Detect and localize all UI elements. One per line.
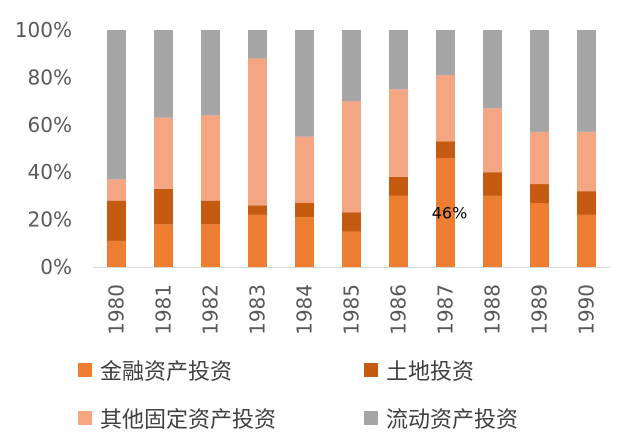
y-tick-label: 40% — [28, 160, 72, 184]
bar-segment-1983-series-0 — [248, 214, 267, 267]
bar-segment-1984-series-2 — [295, 136, 314, 204]
legend-item-financial-assets: 金融资产投资 — [78, 354, 232, 386]
bar-segment-1986-series-2 — [389, 89, 408, 177]
y-tick-label: 80% — [28, 65, 72, 89]
bar-segment-1980-series-2 — [107, 179, 126, 201]
bar-segment-1981-series-3 — [154, 30, 173, 118]
y-tick-label: 20% — [28, 208, 72, 232]
bar-segment-1987-series-1 — [436, 141, 455, 158]
bar-segment-1980-series-3 — [107, 30, 126, 180]
legend: 金融资产投资 土地投资 其他固定资产投资 流动资产投资 — [0, 340, 640, 437]
bar-segment-1984-series-0 — [295, 217, 314, 267]
bar-segment-1987-series-2 — [436, 75, 455, 142]
legend-swatch-other-fixed-assets — [78, 411, 92, 425]
bar-segment-1989-series-3 — [530, 30, 549, 132]
legend-item-other-fixed-assets: 其他固定资产投资 — [78, 402, 276, 434]
bar-segment-1990-series-1 — [577, 191, 596, 215]
bar-segment-1988-series-0 — [483, 195, 502, 267]
bar-segment-1985-series-1 — [342, 212, 361, 232]
bar-segment-1986-series-3 — [389, 30, 408, 90]
x-tick-label: 1984 — [293, 284, 317, 335]
bar-segment-1987-series-0 — [436, 157, 455, 267]
bar-segment-1988-series-2 — [483, 108, 502, 173]
bar-segment-1981-series-1 — [154, 188, 173, 225]
x-tick-label: 1982 — [199, 284, 223, 335]
x-tick-label: 1986 — [387, 284, 411, 335]
bar-segment-1980-series-0 — [107, 240, 126, 267]
bar-segment-1989-series-1 — [530, 184, 549, 204]
bar-segment-1988-series-1 — [483, 172, 502, 196]
bar-segment-1982-series-0 — [201, 224, 220, 267]
bar-segment-1981-series-0 — [154, 224, 173, 267]
legend-label-current-assets: 流动资产投资 — [386, 408, 519, 433]
x-tick-label: 1987 — [434, 284, 458, 335]
bar-segment-1984-series-3 — [295, 30, 314, 137]
bar-segment-1987-series-3 — [436, 30, 455, 76]
bar-segment-1986-series-0 — [389, 195, 408, 267]
bar-segment-1983-series-1 — [248, 205, 267, 215]
chart-plot-area: 0% 20% 40% 60% 80% 100% 1980 1981 1982 1983 1984 19… — [15, 18, 610, 335]
bar-segment-1985-series-0 — [342, 231, 361, 267]
bar-segment-1986-series-1 — [389, 176, 408, 196]
data-label: 46% — [432, 203, 468, 222]
bar-segment-1980-series-1 — [107, 200, 126, 241]
bar-segment-1985-series-3 — [342, 30, 361, 102]
bar-segment-1990-series-0 — [577, 214, 596, 267]
legend-swatch-current-assets — [364, 411, 378, 425]
bar-segment-1990-series-3 — [577, 30, 596, 132]
bar-segment-1983-series-3 — [248, 30, 267, 59]
bar-segment-1985-series-2 — [342, 101, 361, 213]
bar-segment-1984-series-1 — [295, 203, 314, 218]
x-tick-label: 1990 — [575, 284, 599, 335]
y-tick-label: 60% — [28, 113, 72, 137]
bar-segment-1983-series-2 — [248, 58, 267, 206]
x-tick-label: 1988 — [481, 284, 505, 335]
bar-segment-1982-series-1 — [201, 200, 220, 225]
legend-swatch-financial-assets — [78, 363, 92, 377]
bar-segment-1982-series-2 — [201, 115, 220, 201]
x-tick-label: 1983 — [246, 284, 270, 335]
x-tick-label: 1980 — [105, 284, 129, 335]
x-tick-label: 1981 — [152, 284, 176, 335]
bar-segment-1990-series-2 — [577, 131, 596, 192]
legend-swatch-land — [364, 363, 378, 377]
y-tick-label: 100% — [15, 18, 72, 42]
x-tick-label: 1985 — [340, 284, 364, 335]
x-tick-label: 1989 — [528, 284, 552, 335]
legend-label-financial-assets: 金融资产投资 — [100, 360, 233, 385]
bar-segment-1989-series-0 — [530, 203, 549, 267]
bar-segment-1981-series-2 — [154, 117, 173, 189]
bar-segment-1982-series-3 — [201, 30, 220, 116]
legend-item-current-assets: 流动资产投资 — [364, 402, 518, 434]
y-tick-label: 0% — [40, 255, 72, 279]
legend-item-land: 土地投资 — [364, 354, 474, 386]
bar-segment-1988-series-3 — [483, 30, 502, 109]
legend-label-land: 土地投资 — [386, 360, 475, 385]
bar-segment-1989-series-2 — [530, 131, 549, 185]
legend-label-other-fixed-assets: 其他固定资产投资 — [100, 408, 277, 433]
